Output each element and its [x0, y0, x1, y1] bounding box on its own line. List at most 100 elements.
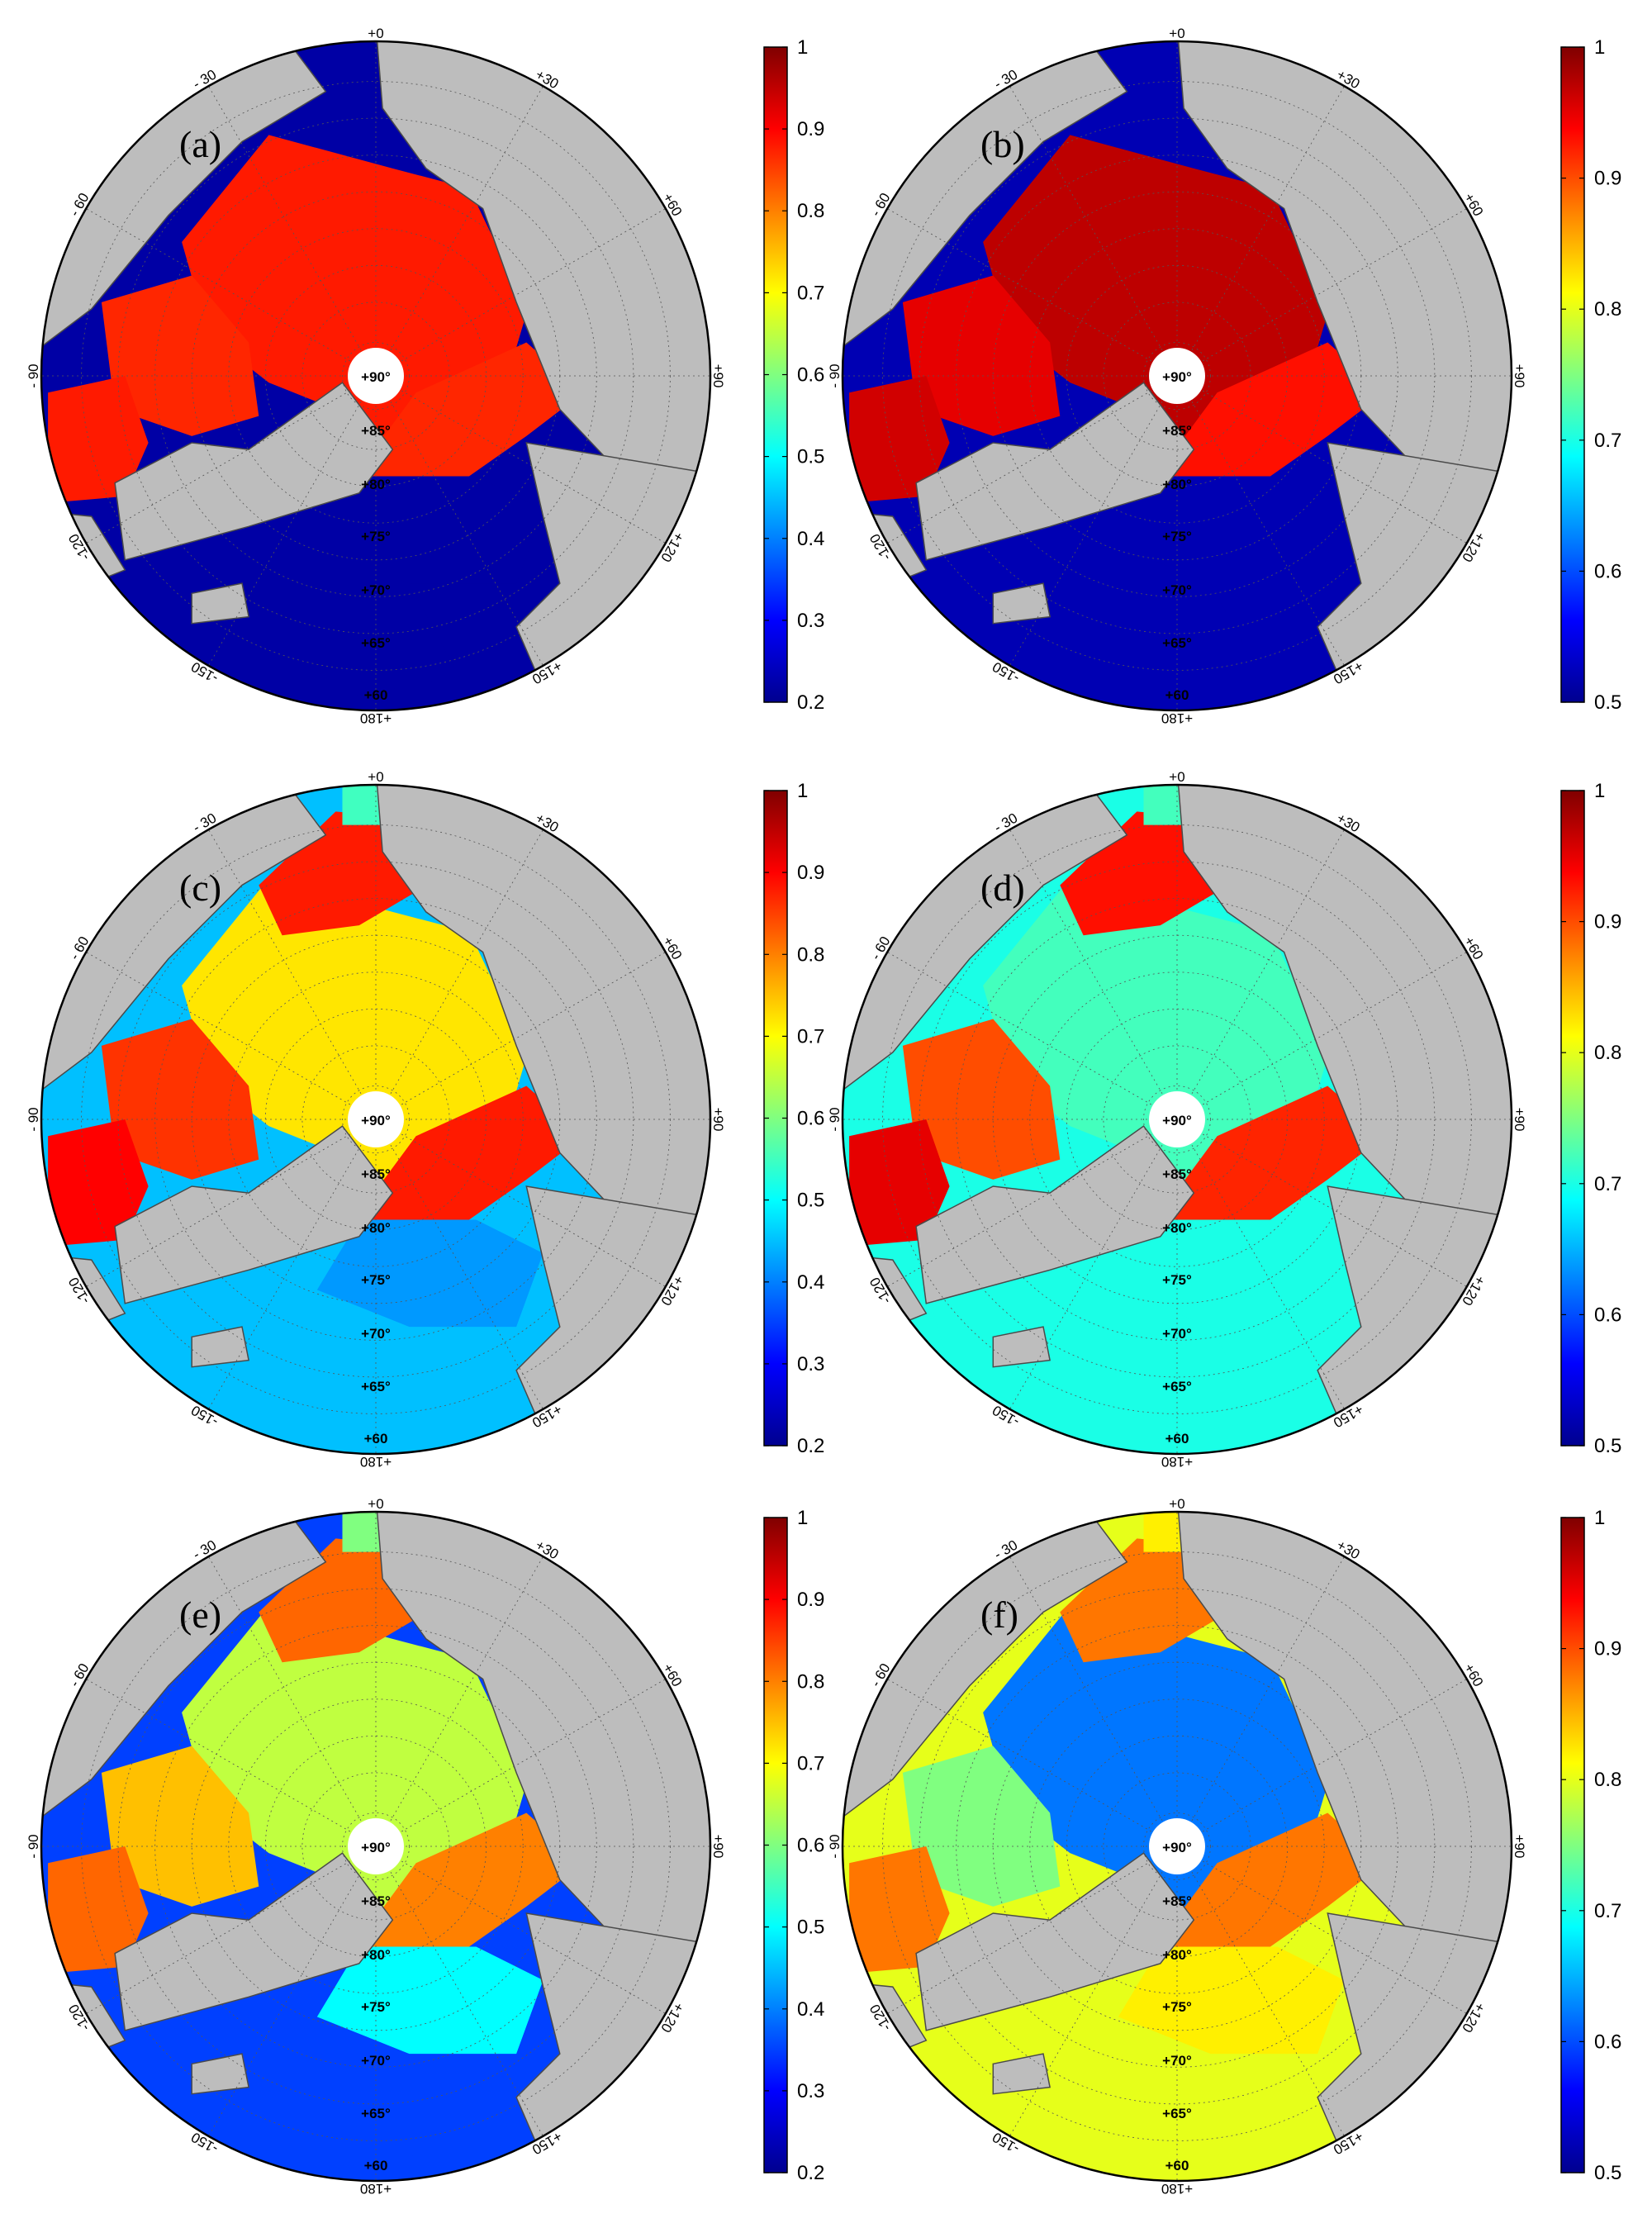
colorbar-tick-label: 0.3 — [797, 2080, 824, 2102]
pole-hole — [348, 1818, 404, 1874]
graticule-meridian — [887, 1119, 1178, 1287]
region-barents-kara — [358, 1085, 584, 1247]
graticule-meridian — [887, 208, 1178, 377]
graticule-circle — [154, 898, 597, 1341]
region-canadian-archipelago — [101, 275, 259, 436]
latitude-label: +65° — [1162, 2106, 1192, 2121]
latitude-label: +90° — [361, 1840, 391, 1855]
graticule-circle — [342, 1812, 410, 1880]
graticule-circle — [1143, 342, 1211, 410]
region-barents-kara — [358, 1812, 584, 1974]
latitude-label: +65° — [1162, 635, 1192, 651]
graticule-meridian — [208, 375, 377, 666]
longitude-label: +90 — [710, 364, 726, 388]
region-beaufort-chukchi — [1060, 811, 1218, 936]
panel-letter: (b) — [980, 123, 1025, 165]
region-hudson-bay — [48, 1846, 149, 1974]
graticule-circle — [882, 824, 1472, 1414]
graticule-meridian — [375, 1119, 666, 1287]
graticule-circle — [956, 898, 1398, 1341]
graticule-meridian — [1176, 1556, 1345, 1847]
colorbar-tick-label: 0.9 — [1594, 168, 1621, 190]
graticule-meridian — [375, 1679, 666, 1847]
latitude-label: +65° — [1162, 1379, 1192, 1394]
region-barents-kara — [1160, 342, 1385, 503]
panel-letter: (f) — [980, 1594, 1018, 1636]
latitude-label: +90° — [361, 1113, 391, 1128]
longitude-label: - 90 — [827, 1107, 843, 1131]
colorbar-tick-label: 0.8 — [1594, 1042, 1621, 1064]
graticule-meridian — [1176, 1846, 1345, 2136]
colorbar — [1560, 1517, 1585, 2173]
graticule-meridian — [375, 375, 666, 544]
region-canadian-archipelago — [902, 1019, 1061, 1180]
graticule-meridian — [1176, 829, 1345, 1120]
latitude-label: +60 — [1165, 1431, 1189, 1447]
longitude-label: - 90 — [26, 1107, 41, 1131]
region-central-arctic — [983, 135, 1332, 460]
longitude-label: +180 — [1161, 1454, 1193, 1470]
colorbar-tick-label: 0.5 — [1594, 2162, 1621, 2184]
colorbar-tick-label: 0.4 — [797, 1271, 824, 1294]
latitude-label: +60 — [364, 1431, 388, 1447]
graticule-circle — [81, 81, 671, 671]
graticule-meridian — [887, 1846, 1178, 2014]
colorbar-tick-label: 0.7 — [1594, 1173, 1621, 1195]
graticule-meridian — [86, 1119, 377, 1287]
land-mass — [191, 1326, 249, 1368]
map-panel: +90°+85°+80°+75°+70°+65°+60+180+150+120+… — [827, 769, 1621, 1470]
region-hudson-bay — [849, 376, 950, 503]
land-mass — [992, 1326, 1051, 1368]
panel-letter: (c) — [179, 867, 221, 909]
map-border — [40, 40, 712, 712]
graticule-meridian — [1176, 1679, 1467, 1847]
region-greenland-sea — [1110, 476, 1345, 584]
longitude-label: +0 — [1169, 1496, 1184, 1512]
pole-hole — [348, 1091, 404, 1147]
region-greenland-sea — [1110, 1946, 1345, 2055]
panel-letter: (a) — [179, 123, 221, 165]
region-hudson-bay — [849, 1846, 950, 1974]
longitude-label: - 90 — [827, 363, 843, 387]
region-hudson-bay — [849, 1119, 950, 1247]
longitude-label: +0 — [1169, 769, 1184, 785]
panel-letter: (d) — [980, 867, 1025, 909]
longitude-label: +90 — [710, 1108, 726, 1132]
longitude-label: +90 — [1512, 364, 1527, 388]
graticule-circle — [154, 154, 597, 597]
colorbar-tick-label: 0.2 — [797, 2162, 824, 2184]
graticule-circle — [956, 154, 1398, 597]
graticule-circle — [342, 1085, 410, 1153]
latitude-label: +85° — [361, 1166, 391, 1182]
graticule-meridian — [375, 1846, 544, 2136]
map-panel: +90°+85°+80°+75°+70°+65°+60+180+150+120+… — [26, 26, 824, 726]
region-barents-kara — [358, 342, 584, 503]
latitude-label: +80° — [361, 1220, 391, 1236]
graticule-meridian — [1176, 952, 1467, 1120]
colorbar-tick-label: 1 — [797, 36, 808, 59]
graticule-circle — [919, 117, 1436, 634]
longitude-label: +180 — [360, 710, 392, 726]
pole-hole — [1149, 1091, 1205, 1147]
latitude-label: +75° — [1162, 1999, 1192, 2015]
colorbar-tick-label: 0.6 — [797, 1835, 824, 1857]
map-panel: +90°+85°+80°+75°+70°+65°+60+180+150+120+… — [827, 26, 1621, 726]
graticule-meridian — [1176, 208, 1467, 377]
graticule-meridian — [1009, 829, 1178, 1120]
colorbar-tick-label: 0.7 — [797, 1752, 824, 1774]
graticule-meridian — [208, 829, 377, 1120]
pole-hole — [348, 348, 404, 404]
graticule-circle — [1103, 302, 1251, 450]
latitude-label: +75° — [361, 529, 391, 544]
graticule-meridian — [1176, 1846, 1467, 2014]
graticule-meridian — [1009, 1556, 1178, 1847]
colorbar-tick-label: 0.7 — [1594, 430, 1621, 452]
region-barents-kara — [1160, 1812, 1385, 1974]
graticule-meridian — [208, 1556, 377, 1847]
longitude-label: +180 — [360, 2181, 392, 2197]
land-mass — [191, 2053, 249, 2095]
region-canadian-archipelago — [902, 275, 1061, 436]
latitude-label: +70° — [1162, 2053, 1192, 2069]
colorbar-tick-label: 0.5 — [1594, 1435, 1621, 1457]
colorbar-tick-label: 0.8 — [797, 200, 824, 222]
